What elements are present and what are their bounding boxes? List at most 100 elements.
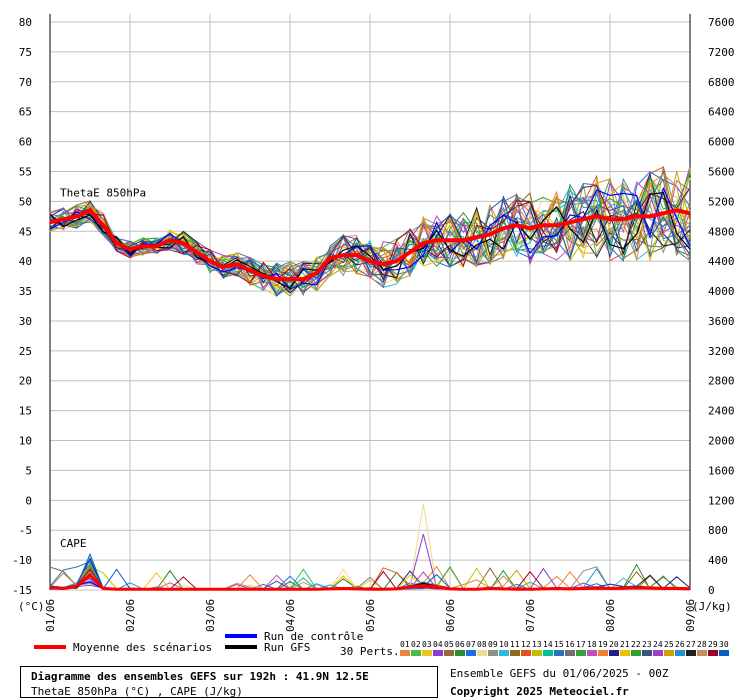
left-tick-label: 30 (19, 315, 32, 328)
legend-pert-number: 02 (411, 640, 421, 649)
legend-pert-swatch (488, 650, 498, 656)
legend-pert-number: 30 (719, 640, 729, 649)
theta-member-line (49, 190, 691, 293)
legend-pert-number: 12 (521, 640, 531, 649)
left-tick-label: 45 (19, 225, 32, 238)
legend-perts-label: 30 Perts. (340, 645, 400, 658)
legend-pert-number: 01 (400, 640, 410, 649)
left-tick-label: -10 (12, 554, 32, 567)
x-tick-label: 03/06 (204, 599, 217, 632)
legend-pert-number: 17 (576, 640, 586, 649)
x-tick-label: 02/06 (124, 599, 137, 632)
legend-pert-swatch (532, 650, 542, 656)
right-tick-label: 4000 (708, 285, 735, 298)
legend-pert-number: 10 (499, 640, 509, 649)
legend-pert-swatch (653, 650, 663, 656)
legend-pert-swatch (609, 650, 619, 656)
left-tick-label: 35 (19, 285, 32, 298)
legend-mean-label: Moyenne des scénarios (73, 641, 212, 654)
right-tick-label: 1200 (708, 494, 735, 507)
right-tick-label: 6000 (708, 136, 735, 149)
left-tick-label: 20 (19, 375, 32, 388)
legend-pert-swatch (708, 650, 718, 656)
legend-pert-swatch (554, 650, 564, 656)
legend-gfs-label: Run GFS (264, 641, 310, 654)
cape-series-label: CAPE (60, 537, 87, 550)
legend-pert-number: 07 (466, 640, 476, 649)
legend-pert-number: 22 (631, 640, 641, 649)
left-tick-label: 70 (19, 76, 32, 89)
legend-pert-swatch (433, 650, 443, 656)
legend-pert-number: 06 (455, 640, 465, 649)
legend-pert-swatch (521, 650, 531, 656)
legend-pert-number: 03 (422, 640, 432, 649)
legend-pert-number: 19 (598, 640, 608, 649)
legend-pert-number: 28 (697, 640, 707, 649)
copyright: Copyright 2025 Meteociel.fr (450, 685, 629, 698)
right-tick-label: 2800 (708, 375, 735, 388)
theta-member-line (49, 187, 691, 295)
right-axis-unit: (J/kg) (692, 600, 732, 613)
legend-pert-swatch (543, 650, 553, 656)
left-tick-label: 60 (19, 136, 32, 149)
theta-series-label: ThetaE 850hPa (60, 187, 146, 200)
legend-pert-swatch (620, 650, 630, 656)
right-tick-label: 3600 (708, 315, 735, 328)
right-tick-label: 2000 (708, 435, 735, 448)
right-tick-label: 6400 (708, 106, 735, 119)
legend-pert-swatch (719, 650, 729, 656)
left-tick-label: 55 (19, 165, 32, 178)
left-tick-label: 25 (19, 345, 32, 358)
x-tick-label: 04/06 (284, 599, 297, 632)
diagram-title: Diagramme des ensembles GEFS sur 192h : … (31, 670, 369, 683)
left-tick-label: 15 (19, 405, 32, 418)
left-tick-label: 80 (19, 16, 32, 29)
legend-pert-swatch (686, 650, 696, 656)
right-tick-label: 2400 (708, 405, 735, 418)
legend-pert-swatch (598, 650, 608, 656)
legend-pert-number: 14 (543, 640, 553, 649)
legend-pert-number: 05 (444, 640, 454, 649)
legend-pert-number: 15 (554, 640, 564, 649)
legend-pert-number: 18 (587, 640, 597, 649)
x-tick-label: 09/06 (684, 599, 697, 632)
legend-control-label: Run de contrôle (264, 630, 363, 643)
right-tick-label: 4400 (708, 255, 735, 268)
left-tick-label: 75 (19, 46, 32, 59)
legend-pert-number: 09 (488, 640, 498, 649)
legend-pert-swatch (642, 650, 652, 656)
run-info: Ensemble GEFS du 01/06/2025 - 00Z (450, 667, 669, 680)
legend-pert-swatch (422, 650, 432, 656)
legend-pert-number: 13 (532, 640, 542, 649)
legend-pert-swatch (477, 650, 487, 656)
right-tick-label: 7600 (708, 16, 735, 29)
left-tick-label: 50 (19, 195, 32, 208)
legend-pert-swatch (565, 650, 575, 656)
right-tick-label: 4800 (708, 225, 735, 238)
mean-theta-line (49, 207, 691, 282)
x-tick-label: 06/06 (444, 599, 457, 632)
mean-cape-line (49, 573, 691, 591)
left-tick-label: 40 (19, 255, 32, 268)
legend-pert-swatch (400, 650, 410, 656)
legend-pert-swatch (510, 650, 520, 656)
right-tick-label: 6800 (708, 76, 735, 89)
legend-pert-swatch (466, 650, 476, 656)
right-tick-label: 1600 (708, 464, 735, 477)
left-tick-label: 5 (25, 464, 32, 477)
right-tick-label: 7200 (708, 46, 735, 59)
right-tick-label: 400 (708, 554, 728, 567)
right-tick-label: 5200 (708, 195, 735, 208)
legend-pert-number: 25 (664, 640, 674, 649)
left-tick-label: 65 (19, 106, 32, 119)
legend-pert-swatch (576, 650, 586, 656)
left-axis-unit: (°C) (18, 600, 45, 613)
theta-member-line (49, 184, 691, 285)
legend-pert-number: 20 (609, 640, 619, 649)
left-tick-label: -15 (12, 584, 32, 597)
legend-pert-swatch (444, 650, 454, 656)
right-tick-label: 800 (708, 524, 728, 537)
legend-pert-number: 16 (565, 640, 575, 649)
legend-pert-number: 24 (653, 640, 663, 649)
